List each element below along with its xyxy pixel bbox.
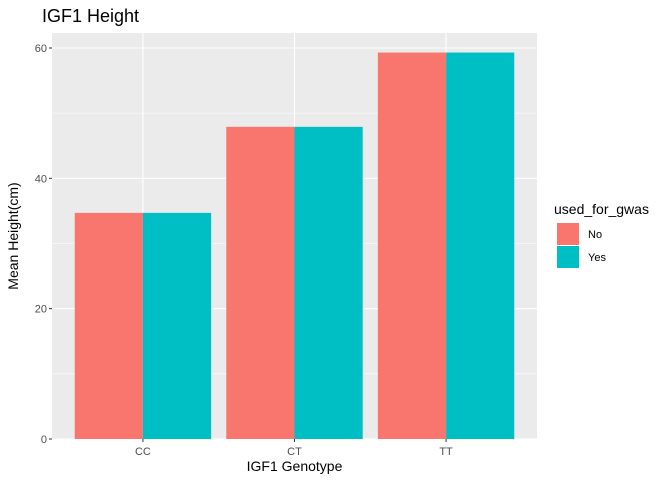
y-tick-label: 40 xyxy=(35,173,47,185)
chart-title: IGF1 Height xyxy=(42,6,139,26)
y-tick-label: 60 xyxy=(35,43,47,55)
legend-key-no xyxy=(557,223,579,245)
x-tick-label: CC xyxy=(135,446,151,458)
legend: used_for_gwas No Yes xyxy=(554,201,649,268)
bar-no-ct xyxy=(226,126,295,439)
legend-key-yes xyxy=(557,246,579,268)
y-tick-label: 0 xyxy=(41,434,47,446)
legend-label-no: No xyxy=(588,229,602,241)
bar-yes-tt xyxy=(446,52,515,439)
x-axis-title: IGF1 Genotype xyxy=(247,458,343,474)
bar-no-cc xyxy=(74,212,143,439)
legend-label-yes: Yes xyxy=(588,252,606,264)
axis-ticks: 0 20 40 60 CC CT TT xyxy=(35,43,453,458)
legend-title: used_for_gwas xyxy=(554,201,649,217)
y-tick-label: 20 xyxy=(35,304,47,316)
y-axis-title: Mean Height(cm) xyxy=(5,182,21,289)
x-tick-label: CT xyxy=(287,446,302,458)
bar-yes-ct xyxy=(294,126,363,439)
bars xyxy=(74,52,515,439)
x-tick-label: TT xyxy=(439,446,453,458)
bar-no-tt xyxy=(377,52,447,439)
bar-yes-cc xyxy=(142,212,212,439)
